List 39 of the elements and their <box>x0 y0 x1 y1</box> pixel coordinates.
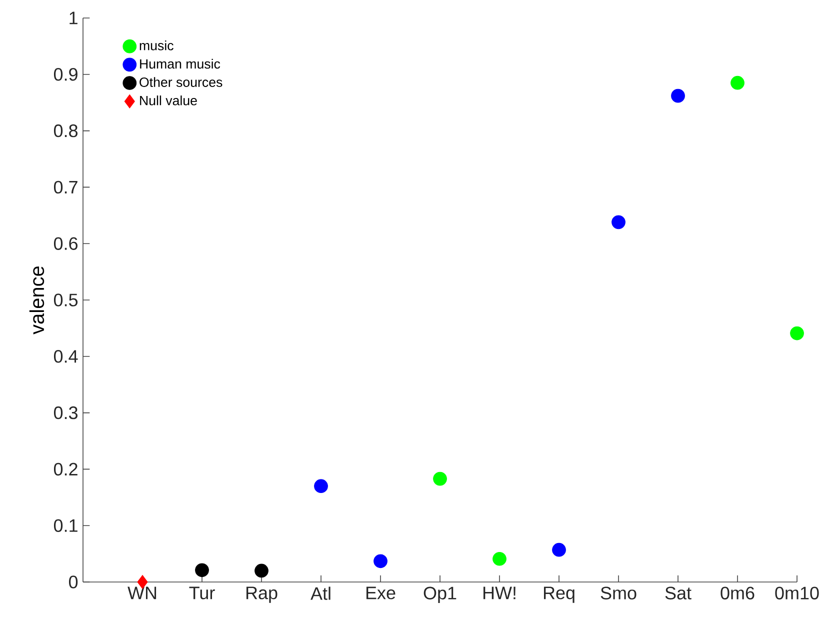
x-tick-label: Op1 <box>424 586 456 604</box>
point <box>254 564 268 578</box>
point <box>433 472 447 486</box>
y-tick-label: 0.1 <box>54 519 78 532</box>
y-tick-label: 0.4 <box>54 350 78 363</box>
y-tick-label: 0.5 <box>54 294 78 306</box>
legend-label: Other sources <box>140 77 222 87</box>
y-tick-label: 0.8 <box>54 124 78 138</box>
point <box>195 563 209 578</box>
point <box>552 542 566 557</box>
y-tick-label: 0.2 <box>54 462 78 476</box>
legend-label: music <box>140 40 174 50</box>
x-tick-label: 0m10 <box>775 586 819 600</box>
point <box>612 215 626 230</box>
point <box>671 88 685 103</box>
x-tick-label: Req <box>544 586 574 603</box>
legend-label: Human music <box>140 58 220 69</box>
x-tick-label: Atl <box>310 586 330 600</box>
y-tick-label: 1 <box>70 12 78 24</box>
x-tick-label: 0m6 <box>720 586 754 600</box>
x-tick-label: Tur <box>189 586 215 600</box>
y-tick-label: 0 <box>68 576 78 588</box>
point <box>730 76 744 90</box>
y-axis-title: valence <box>29 266 44 334</box>
point <box>314 479 328 494</box>
y-tick-label: 0.9 <box>54 68 78 81</box>
y-tick-label: 0.3 <box>54 406 78 420</box>
x-tick-label: HW! <box>483 586 516 600</box>
x-tick-label: Sat <box>665 586 692 600</box>
x-tick-label: WN <box>128 586 156 600</box>
x-tick-label: Exe <box>366 586 396 600</box>
point <box>492 552 506 566</box>
point <box>374 554 388 568</box>
x-tick-label: Rap <box>246 586 278 603</box>
y-tick-label: 0.7 <box>54 180 78 194</box>
x-tick-label: Smo <box>600 586 636 600</box>
y-tick-label: 0.6 <box>54 237 78 250</box>
point <box>790 326 804 340</box>
legend-label: Null value <box>140 96 197 106</box>
